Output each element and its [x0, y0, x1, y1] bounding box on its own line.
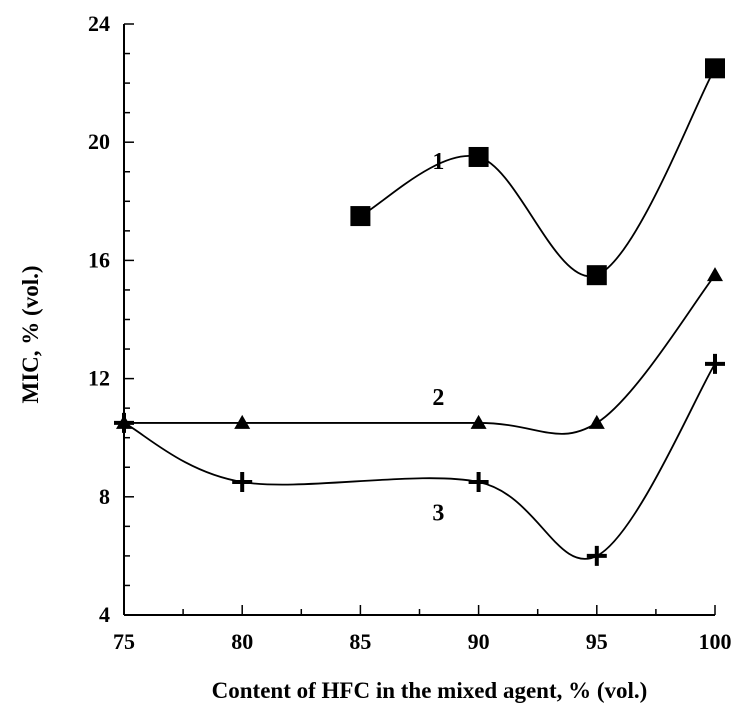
triangle-marker	[588, 414, 605, 429]
series-2	[116, 267, 723, 435]
cross-marker	[114, 412, 134, 433]
cross-marker	[468, 472, 489, 493]
x-tick-label: 85	[349, 629, 371, 654]
series-2-line	[124, 274, 716, 435]
y-tick-label: 12	[88, 366, 110, 391]
square-marker	[468, 146, 489, 167]
series-label-1: 1	[432, 149, 444, 175]
x-tick-label: 100	[699, 629, 732, 654]
y-tick-label: 8	[99, 484, 110, 509]
square-marker	[586, 265, 607, 286]
series-3-line	[123, 363, 716, 560]
series-layer	[114, 58, 725, 566]
cross-marker	[586, 545, 607, 566]
y-tick-label: 20	[88, 129, 110, 154]
series-label-3: 3	[432, 500, 444, 526]
cross-marker	[705, 353, 725, 374]
x-axis-title: Content of HFC in the mixed agent, % (vo…	[212, 678, 648, 703]
y-axis-title: MIC, % (vol.)	[18, 266, 43, 404]
square-marker	[705, 58, 725, 79]
triangle-marker	[470, 414, 487, 429]
series-label-2: 2	[432, 385, 444, 411]
cross-marker	[232, 472, 253, 493]
triangle-marker	[707, 267, 723, 282]
y-tick-label: 24	[88, 11, 110, 36]
series-3	[114, 353, 725, 566]
triangle-marker	[234, 414, 251, 429]
square-marker	[350, 206, 371, 227]
y-tick-label: 16	[88, 247, 110, 272]
series-1-line	[359, 67, 716, 278]
labels-layer: 1 2 3	[432, 149, 444, 527]
series-1	[350, 58, 725, 286]
x-tick-label: 80	[231, 629, 253, 654]
x-tick-label: 75	[113, 629, 135, 654]
x-tick-label: 95	[586, 629, 608, 654]
y-tick-label: 4	[99, 602, 110, 627]
x-tick-label: 90	[468, 629, 490, 654]
